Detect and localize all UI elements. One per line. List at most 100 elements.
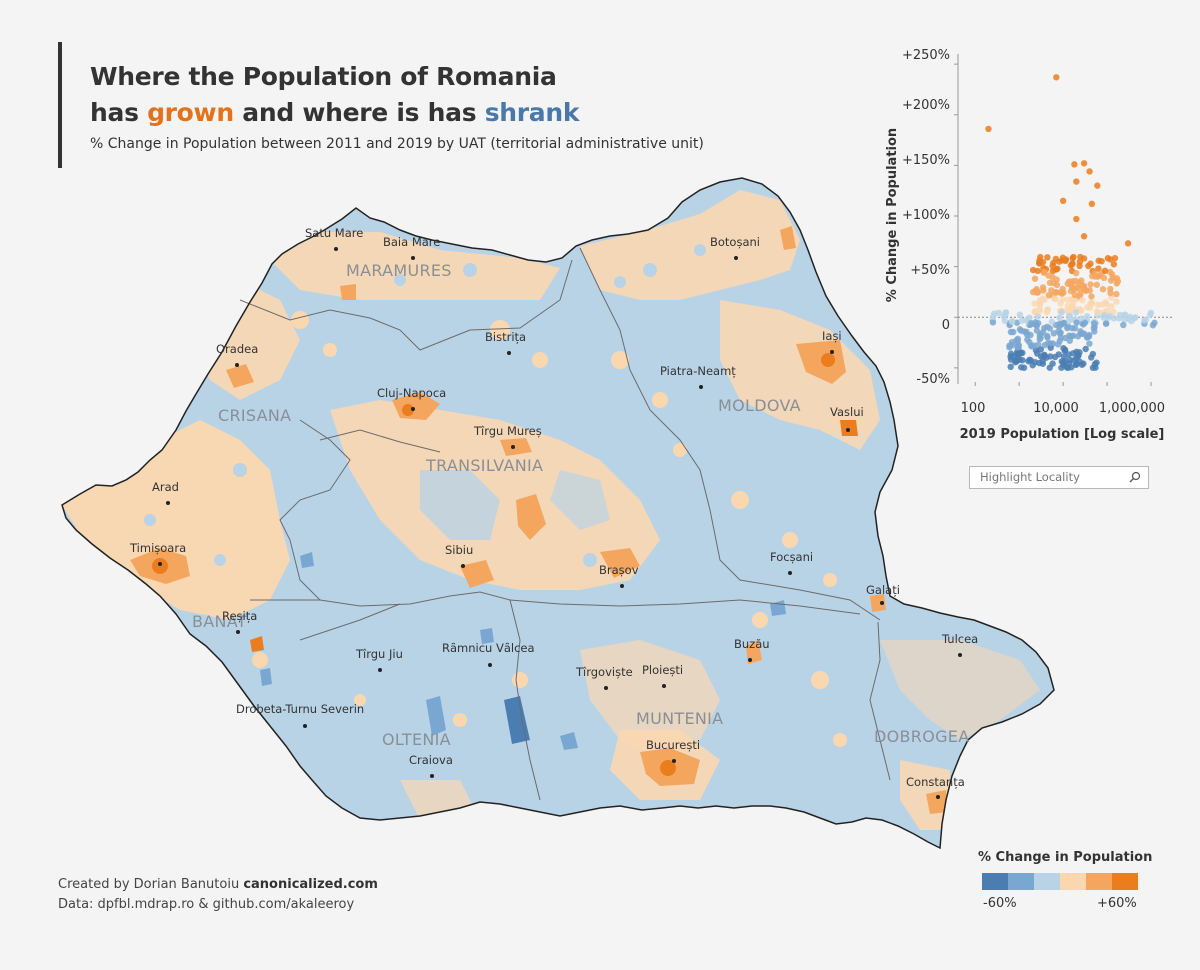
scatter-point — [1081, 319, 1089, 326]
legend-min-label: -60% — [983, 896, 1017, 911]
scatter-point — [1017, 327, 1025, 334]
city-dot — [846, 428, 850, 432]
city-dot — [411, 407, 415, 411]
region-label: MARAMURES — [346, 261, 452, 280]
city-dot — [158, 562, 162, 566]
scatter-point — [1053, 289, 1060, 296]
x-tick-label: 10,000 — [1033, 401, 1079, 416]
y-tick-label: +200% — [902, 98, 950, 113]
scatter-point — [1092, 273, 1099, 280]
scatter-point — [1037, 346, 1044, 353]
scatter-point-outlier — [1086, 168, 1093, 175]
scatter-point — [1010, 328, 1017, 336]
scatter-point — [1036, 301, 1044, 308]
scatter-point — [1102, 299, 1109, 306]
city-label: Rȃmnicu Vȃlcea — [442, 641, 535, 655]
legend-swatch — [982, 873, 1008, 890]
scatter-point-outlier — [1053, 74, 1060, 81]
scatter-point — [1031, 300, 1038, 307]
region-label: CRISANA — [218, 406, 291, 425]
scatter-point — [1023, 328, 1030, 336]
city-label: Oradea — [216, 342, 258, 356]
city-label: Bistrița — [485, 330, 526, 344]
scatter-point — [1056, 314, 1063, 321]
city-dot — [430, 774, 434, 778]
scatter-point — [1107, 289, 1114, 297]
y-tick-label: -50% — [916, 372, 950, 387]
scatter-point — [1091, 360, 1099, 368]
scatter-ticks: +250% +200% +150% +100% +50% 0 -50% 100 … — [902, 48, 1165, 416]
scatter-point — [1037, 334, 1044, 342]
scatter-point — [1049, 267, 1057, 275]
scatter-point — [1094, 308, 1102, 316]
scatter-point — [1058, 309, 1065, 316]
city-label: Baia Mare — [383, 235, 440, 249]
city-label: Focșani — [770, 550, 813, 564]
region-label: MUNTENIA — [636, 709, 723, 728]
scatter-point — [1064, 296, 1072, 303]
scatter-point — [1049, 262, 1056, 270]
scatter-point — [990, 313, 997, 320]
scatter-plot[interactable]: +250% +200% +150% +100% +50% 0 -50% 100 … — [870, 40, 1180, 450]
city-label: Galați — [866, 583, 900, 597]
scatter-point — [1034, 313, 1042, 320]
data-source-line: Data: dpfbl.mdrap.ro & github.com/akalee… — [58, 897, 355, 912]
scatter-point-outlier — [1088, 200, 1096, 208]
scatter-point — [1032, 321, 1040, 328]
search-icon[interactable] — [1128, 470, 1142, 484]
scatter-point-outlier — [1073, 178, 1080, 185]
city-label: Tîrgoviște — [575, 665, 633, 679]
scatter-point — [1066, 312, 1073, 320]
credit-line: Created by Dorian Banutoiu canonicalized… — [58, 877, 378, 892]
scatter-point — [1058, 290, 1065, 297]
scatter-point — [1078, 361, 1086, 368]
scatter-point — [1027, 320, 1035, 327]
scatter-point — [1050, 279, 1057, 287]
city-dot — [235, 363, 239, 367]
scatter-point — [1068, 260, 1076, 268]
title-line-2: has grown and where is has shrank — [90, 98, 580, 127]
city-label: Constanța — [906, 775, 965, 789]
scatter-point — [1072, 309, 1080, 316]
scatter-point — [1101, 311, 1108, 319]
scatter-point — [1099, 286, 1107, 293]
scatter-point — [1077, 328, 1084, 335]
scatter-point — [1108, 303, 1115, 310]
y-axis-title: % Change in Population — [885, 128, 900, 302]
city-label: Buzău — [734, 637, 770, 651]
scatter-point — [1037, 253, 1044, 261]
city-label: Vaslui — [830, 405, 864, 419]
scatter-point — [1120, 321, 1127, 329]
city-label: Satu Mare — [305, 226, 363, 240]
scatter-point — [1086, 340, 1093, 347]
city-label: Ploiești — [642, 663, 683, 677]
credit-site-link[interactable]: canonicalized.com — [243, 877, 378, 892]
scatter-point — [1055, 351, 1062, 358]
city-label: Tîrgu Jiu — [355, 647, 403, 661]
x-axis-title: 2019 Population [Log scale] — [960, 427, 1165, 442]
city-dot — [378, 668, 382, 672]
scatter-point — [1101, 267, 1109, 275]
scatter-point — [1110, 315, 1118, 322]
scatter-point — [1058, 364, 1065, 371]
city-dot — [734, 256, 738, 260]
scatter-point — [1047, 340, 1055, 347]
legend-swatch — [1086, 873, 1112, 890]
scatter-point — [1041, 352, 1048, 359]
scatter-point — [1025, 358, 1032, 365]
scatter-point — [1070, 357, 1078, 364]
growth-hotspots — [130, 226, 948, 814]
scatter-point — [1057, 300, 1064, 307]
search-input[interactable] — [980, 470, 1120, 484]
scatter-point — [1014, 335, 1022, 343]
scatter-point — [1043, 332, 1051, 340]
region-borders — [239, 247, 891, 801]
subtitle: % Change in Population between 2011 and … — [90, 136, 704, 152]
scatter-point — [1035, 341, 1042, 348]
highlight-locality-search[interactable] — [969, 466, 1149, 489]
scatter-point — [995, 309, 1002, 317]
title-grown-word: grown — [147, 98, 234, 127]
city-dot — [511, 445, 515, 449]
header-accent-bar — [58, 42, 62, 168]
